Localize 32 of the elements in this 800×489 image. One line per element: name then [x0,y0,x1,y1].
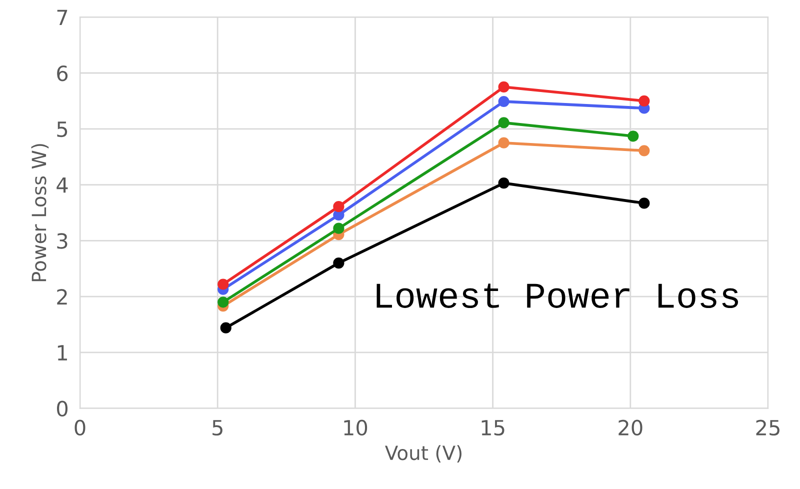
y-tick-label: 3 [57,233,68,249]
point [218,278,229,290]
x-tick-label: 20 [618,420,642,436]
point [498,96,510,108]
y-tick-label: 7 [57,10,68,26]
y-tick-label: 0 [57,400,68,417]
annotation: Lowest Power Loss [376,284,738,308]
point [333,201,344,212]
point [218,296,229,308]
point [628,130,639,142]
x-tick-label: 5 [212,420,222,436]
point [638,145,650,156]
y-tick-label: 5 [57,122,68,138]
point [220,322,232,334]
x-tick-label: 15 [482,420,504,436]
y-tick-label: 2 [57,288,67,304]
x-tick-label: 0 [74,420,86,436]
x-tick-label: 10 [344,420,368,436]
point [498,178,510,189]
x-axis-title: Vout (V) [385,445,462,462]
x-tick-label: 25 [756,420,780,436]
point [498,81,510,93]
point [498,117,510,128]
point [333,222,344,234]
y-tick-label: 6 [57,65,68,82]
point [498,137,510,148]
y-axis-title: Power Loss W) [31,144,49,282]
point [638,198,650,209]
y-tick-label: 1 [58,345,67,360]
y-tick-label: 4 [56,178,68,193]
point [638,95,650,106]
point [333,257,344,269]
